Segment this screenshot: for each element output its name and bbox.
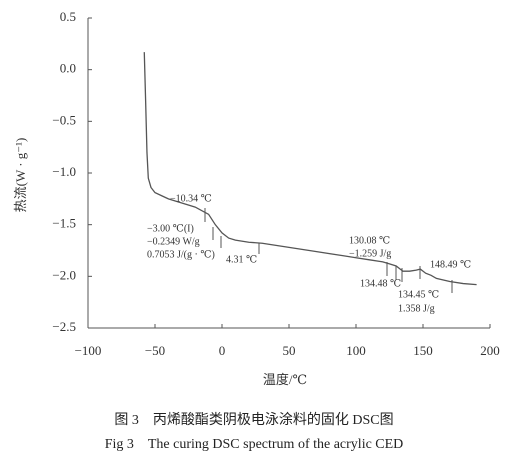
y-tick-label: 0.0 [60, 61, 76, 76]
y-tick-label: 0.5 [60, 9, 76, 24]
x-axis-label: 温度/℃ [263, 372, 307, 387]
annotation: −1.259 J/g [349, 248, 391, 259]
x-tick-label: 50 [283, 343, 296, 358]
y-tick-label: −1.5 [52, 216, 76, 231]
y-tick-label: −1.0 [52, 164, 76, 179]
annotation: −3.00 ℃(I) [147, 223, 194, 234]
y-tick-label: −2.5 [52, 319, 76, 334]
annotation: −0.2349 W/g [147, 236, 200, 247]
x-tick-label: −100 [75, 343, 102, 358]
x-tick-label: 100 [346, 343, 366, 358]
x-tick-label: −50 [145, 343, 165, 358]
annotation: 4.31 ℃ [226, 254, 257, 265]
annotation: 148.49 ℃ [430, 259, 471, 270]
caption-en: Fig 3 The curing DSC spectrum of the acr… [105, 437, 404, 452]
caption-cn: 图 3 丙烯酸酯类阴极电泳涂料的固化 DSC图 [114, 412, 393, 428]
x-tick-label: 200 [480, 343, 500, 358]
x-tick-label: 150 [413, 343, 433, 358]
annotation: 1.358 J/g [398, 303, 435, 314]
annotation: 134.48 ℃ [360, 278, 401, 289]
annotation: −10.34 ℃ [170, 193, 212, 204]
y-tick-label: −2.0 [52, 267, 76, 282]
annotation: 130.08 ℃ [349, 235, 390, 246]
annotation: 134.45 ℃ [398, 289, 439, 300]
annotation: 0.7053 J/(g · ℃) [147, 249, 215, 260]
x-tick-label: 0 [219, 343, 226, 358]
y-tick-label: −0.5 [52, 112, 76, 127]
y-axis-label: 热流(W · g⁻¹) [13, 138, 28, 213]
